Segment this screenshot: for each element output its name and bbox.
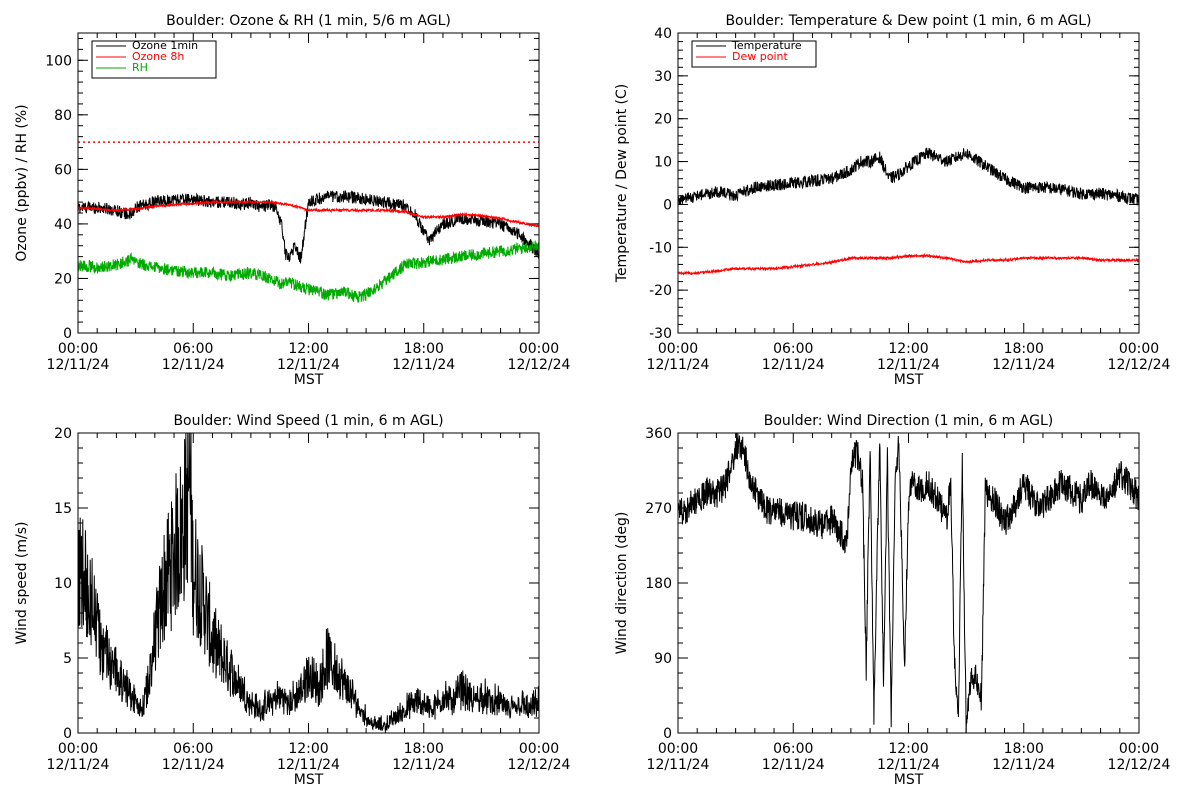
x-tick-label-time: 00:00 — [58, 341, 98, 357]
y-tick-label: -10 — [649, 240, 672, 256]
y-tick-label: 10 — [54, 576, 72, 592]
y-axis-label: Ozone (ppbv) / RH (%) — [14, 104, 30, 261]
axes-frame — [77, 32, 540, 334]
x-tick-label-date: 12/12/24 — [508, 357, 571, 373]
y-tick-label: 80 — [54, 108, 72, 124]
legend-label: Temperature — [731, 39, 802, 52]
y-tick-label: 100 — [45, 53, 72, 69]
wind-speed-panel: Boulder: Wind Speed (1 min, 6 m AGL) Wind… — [14, 413, 571, 788]
y-axis-label: Wind direction (deg) — [614, 512, 630, 655]
x-tick-label-time: 18:00 — [1004, 341, 1044, 357]
x-tick-label-date: 12/11/24 — [992, 357, 1055, 373]
y-tick-label: 40 — [54, 217, 72, 233]
x-tick-label-time: 18:00 — [404, 341, 444, 357]
x-tick-label-time: 00:00 — [1119, 341, 1159, 357]
x-tick-label-time: 12:00 — [288, 341, 328, 357]
x-axis-label: MST — [894, 772, 924, 788]
y-tick-label: 10 — [654, 155, 672, 171]
x-tick-label-date: 12/11/24 — [47, 357, 110, 373]
x-tick-label-time: 00:00 — [519, 341, 559, 357]
legend-box — [91, 40, 217, 79]
chart-title: Boulder: Wind Speed (1 min, 6 m AGL) — [173, 413, 443, 429]
x-tick-label-date: 12/11/24 — [762, 757, 825, 773]
y-tick-label: 20 — [54, 426, 72, 442]
legend-box — [691, 40, 817, 68]
x-tick-label-time: 06:00 — [173, 341, 213, 357]
x-tick-label-date: 12/11/24 — [392, 357, 455, 373]
x-tick-label-date: 12/11/24 — [877, 757, 940, 773]
series-line — [678, 433, 1139, 733]
x-axis-label: MST — [294, 372, 324, 388]
y-tick-label: 270 — [645, 501, 672, 517]
y-axis-label: Wind speed (m/s) — [14, 522, 30, 645]
series-line — [78, 240, 539, 303]
x-tick-label-time: 06:00 — [173, 741, 213, 757]
y-tick-label: 360 — [645, 426, 672, 442]
x-tick-label-date: 12/12/24 — [508, 757, 571, 773]
series-line — [78, 433, 539, 732]
x-tick-label-date: 12/11/24 — [277, 757, 340, 773]
y-tick-label: 30 — [654, 69, 672, 85]
x-tick-label-time: 12:00 — [288, 741, 328, 757]
temperature-dewpoint-panel: Boulder: Temperature & Dew point (1 min,… — [614, 13, 1171, 388]
legend-label: Dew point — [732, 50, 788, 63]
x-tick-label-time: 06:00 — [773, 341, 813, 357]
x-tick-label-time: 00:00 — [658, 741, 698, 757]
x-tick-label-date: 12/12/24 — [1108, 357, 1171, 373]
x-tick-label-time: 00:00 — [58, 741, 98, 757]
series-line — [78, 199, 539, 228]
x-tick-label-time: 18:00 — [1004, 741, 1044, 757]
wind-direction-panel: Boulder: Wind Direction (1 min, 6 m AGL)… — [614, 413, 1171, 788]
y-tick-label: 20 — [654, 112, 672, 128]
legend-label: RH — [132, 61, 148, 74]
x-tick-label-date: 12/11/24 — [877, 357, 940, 373]
legend-label: Ozone 8h — [132, 50, 184, 63]
y-tick-label: 0 — [63, 326, 72, 342]
x-tick-label-date: 12/11/24 — [277, 357, 340, 373]
x-tick-label-time: 00:00 — [658, 341, 698, 357]
x-tick-label-date: 12/11/24 — [392, 757, 455, 773]
axes-frame — [677, 32, 1140, 334]
x-tick-label-date: 12/11/24 — [762, 357, 825, 373]
x-tick-label-date: 12/11/24 — [992, 757, 1055, 773]
x-tick-label-time: 12:00 — [888, 741, 928, 757]
series-line — [678, 147, 1139, 206]
x-tick-label-time: 12:00 — [888, 341, 928, 357]
x-axis-label: MST — [294, 772, 324, 788]
x-tick-label-date: 12/11/24 — [647, 357, 710, 373]
ozone-rh-panel: Boulder: Ozone & RH (1 min, 5/6 m AGL) Oz… — [14, 13, 571, 388]
x-tick-label-date: 12/11/24 — [162, 757, 225, 773]
y-tick-label: 0 — [663, 726, 672, 742]
x-tick-label-date: 12/11/24 — [47, 757, 110, 773]
x-tick-label-time: 06:00 — [773, 741, 813, 757]
x-tick-label-time: 00:00 — [519, 741, 559, 757]
y-tick-label: -30 — [649, 326, 672, 342]
x-axis-label: MST — [894, 372, 924, 388]
series-line — [678, 252, 1139, 276]
y-tick-label: 40 — [654, 26, 672, 42]
x-tick-label-time: 00:00 — [1119, 741, 1159, 757]
y-tick-label: 90 — [654, 651, 672, 667]
x-tick-label-time: 18:00 — [404, 741, 444, 757]
y-tick-label: 15 — [54, 501, 72, 517]
y-tick-label: 0 — [663, 197, 672, 213]
x-tick-label-date: 12/12/24 — [1108, 757, 1171, 773]
legend-label: Ozone 1min — [132, 39, 198, 52]
x-tick-label-date: 12/11/24 — [162, 357, 225, 373]
axes-frame — [77, 432, 540, 734]
y-tick-label: 20 — [54, 271, 72, 287]
y-tick-label: 5 — [63, 651, 72, 667]
y-tick-label: 0 — [63, 726, 72, 742]
x-tick-label-date: 12/11/24 — [647, 757, 710, 773]
y-tick-label: 180 — [645, 576, 672, 592]
axes-frame — [677, 432, 1140, 734]
y-tick-label: 60 — [54, 162, 72, 178]
chart-title: Boulder: Temperature & Dew point (1 min,… — [725, 13, 1091, 29]
chart-title: Boulder: Ozone & RH (1 min, 5/6 m AGL) — [166, 13, 451, 29]
y-axis-label: Temperature / Dew point (C) — [614, 84, 630, 283]
chart-title: Boulder: Wind Direction (1 min, 6 m AGL) — [764, 413, 1053, 429]
y-tick-label: -20 — [649, 283, 672, 299]
